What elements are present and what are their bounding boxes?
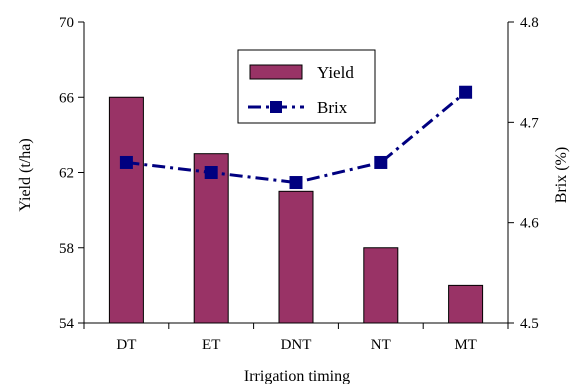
y-tick-label: 70 xyxy=(59,15,74,31)
bar-dnt xyxy=(278,190,314,324)
legend: Yield Brix xyxy=(237,49,376,124)
brix-marker-mt xyxy=(459,85,473,99)
brix-marker-dnt xyxy=(289,176,303,190)
x-tick-label: DNT xyxy=(281,337,312,353)
y2-tick-label: 4.5 xyxy=(520,316,539,332)
x-axis-title: Irrigation timing xyxy=(244,368,350,384)
y2-tick-label: 4.7 xyxy=(520,115,539,131)
y2-tick-label: 4.8 xyxy=(520,15,539,31)
y-tick-label: 58 xyxy=(59,241,74,257)
brix-line xyxy=(126,91,467,185)
legend-brix-marker xyxy=(270,101,282,113)
y-tick-label: 66 xyxy=(59,90,75,106)
axis-ticks: 54 58 62 66 70 4.5 4.6 4.7 4.8 DT ET DNT NT MT xyxy=(59,15,539,353)
bar-mt xyxy=(448,284,484,324)
bar-series-yield xyxy=(108,96,484,324)
y-tick-label: 54 xyxy=(59,316,75,332)
x-tick-label: NT xyxy=(371,337,391,353)
bar-nt xyxy=(363,247,399,324)
y2-axis-title: Brix (%) xyxy=(553,147,570,203)
x-tick-label: MT xyxy=(454,337,477,353)
legend-box xyxy=(237,49,376,124)
line-series-brix xyxy=(119,85,473,190)
brix-marker-et xyxy=(204,166,218,179)
legend-brix-label: Brix xyxy=(317,98,348,117)
legend-yield-swatch xyxy=(249,64,303,80)
y-axis-title: Yield (t/ha) xyxy=(17,138,34,211)
y2-tick-label: 4.6 xyxy=(520,216,539,232)
y-tick-label: 62 xyxy=(59,166,74,182)
x-tick-label: ET xyxy=(202,337,220,353)
bar-et xyxy=(193,153,229,324)
bar-dt xyxy=(108,96,144,324)
x-tick-label: DT xyxy=(116,337,136,353)
brix-marker-dt xyxy=(119,155,133,169)
legend-yield-label: Yield xyxy=(317,63,354,82)
brix-marker-nt xyxy=(374,155,388,169)
